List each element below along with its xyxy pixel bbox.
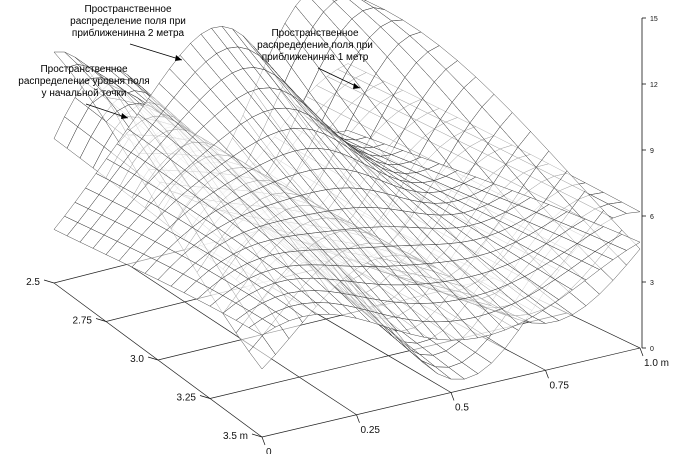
arrow-head bbox=[353, 83, 360, 89]
y-tick-label: 2.75 bbox=[73, 316, 93, 327]
y-tick-mark bbox=[43, 279, 55, 284]
annotation-line: Пространственное bbox=[271, 28, 358, 39]
annotation-line: приближенинна 1 метр bbox=[262, 51, 369, 63]
y-tick-mark bbox=[251, 433, 263, 438]
x-tick-label: 0.25 bbox=[361, 425, 381, 436]
annotation-arrow bbox=[129, 43, 183, 61]
z-axis: 0 3 6 9 12 15 bbox=[641, 16, 658, 353]
annotation-line: Пространственное bbox=[84, 4, 171, 15]
y-tick-label: 3.5 m bbox=[223, 431, 248, 442]
surfaces-group bbox=[53, 0, 641, 380]
surface-2 bbox=[53, 25, 641, 341]
x-tick-label: 1.0 m bbox=[644, 358, 669, 369]
annotation-line: приближенинна 2 метра bbox=[72, 27, 185, 39]
z-tick-label: 0 bbox=[650, 346, 654, 353]
surface-cell bbox=[607, 234, 641, 251]
y-tick-mark bbox=[147, 356, 159, 361]
y-tick-mark bbox=[199, 395, 211, 399]
arrow-head bbox=[175, 55, 182, 61]
x-tick-mark bbox=[639, 347, 644, 357]
x-tick-mark bbox=[261, 436, 266, 446]
z-tick-label: 9 bbox=[650, 148, 654, 155]
x-tick-label: 0.75 bbox=[550, 380, 570, 391]
x-axis-ticks: 0 0.25 0.5 0.75 1.0 m bbox=[261, 347, 669, 454]
y-tick-label: 3.0 bbox=[130, 354, 144, 365]
annotation-line: распределение поля при bbox=[70, 16, 186, 27]
z-tick-label: 15 bbox=[650, 16, 658, 23]
x-tick-mark bbox=[545, 370, 549, 379]
y-tick-label: 3.25 bbox=[177, 393, 197, 404]
x-tick-label: 0 bbox=[266, 447, 272, 454]
surface-cell bbox=[607, 201, 641, 214]
annotation-line: у начальной точки bbox=[42, 88, 127, 99]
y-tick-label: 2.5 bbox=[26, 277, 40, 288]
x-tick-mark bbox=[356, 414, 360, 423]
y-tick-mark bbox=[95, 318, 107, 322]
z-tick-label: 12 bbox=[650, 82, 658, 89]
annotation-arrow bbox=[317, 67, 361, 89]
z-tick-label: 3 bbox=[650, 280, 654, 287]
y-axis-ticks: 2.5 2.75 3.0 3.25 3.5 m bbox=[26, 277, 263, 442]
arrow-head bbox=[121, 113, 128, 119]
z-tick-label: 6 bbox=[650, 214, 654, 221]
annotation-line: распределение поля при bbox=[257, 40, 373, 51]
annotation-arrow bbox=[85, 103, 129, 119]
x-tick-label: 0.5 bbox=[455, 403, 469, 414]
annotation-line: Пространственное bbox=[40, 64, 127, 75]
x-tick-mark bbox=[450, 392, 455, 401]
annotation-line: распределение уровня поля bbox=[18, 76, 149, 87]
